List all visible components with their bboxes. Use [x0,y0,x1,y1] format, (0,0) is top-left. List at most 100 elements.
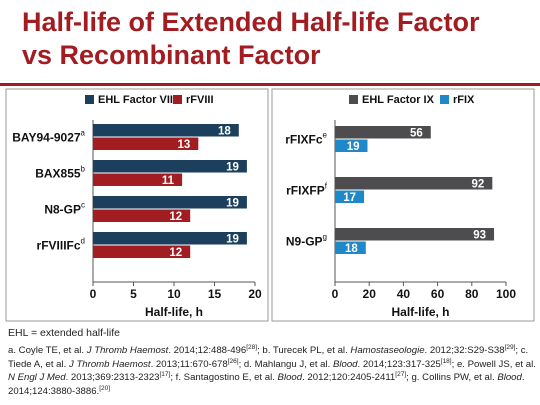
bar-fix-1-0 [335,177,493,190]
x-tick-label-fix-5: 100 [496,287,516,301]
ehl-footnote: EHL = extended half-life [8,327,120,339]
reference-1-citation: . 2012;32:S29-S38 [424,345,505,356]
bar-value-fviii-2-0: 19 [226,198,239,210]
reference-4-citation: . 2013;369:2313-2323 [65,372,160,384]
category-label-fix-0: rFIXFce [285,131,327,147]
x-tick-label-fviii-4: 20 [248,287,262,301]
bar-fviii-3-1 [93,245,191,258]
legend-swatch-fix-0 [349,95,358,104]
reference-3-citation: . 2014;123:317-325 [357,358,441,370]
reference-2-citation: . 2013;11:670-678 [150,358,228,370]
legend-label-fviii-0: EHL Factor VIII [98,94,176,106]
reference-5-separator: ; [406,372,412,384]
category-label-fviii-1: BAX855b [35,165,85,181]
reference-1-marker: [29] [504,343,516,351]
bar-fix-2-1 [335,241,366,254]
reference-6-citation: . 2014;124:3880-3886. [8,372,525,397]
bar-value-fix-1-0: 92 [472,179,485,191]
x-tick-label-fviii-1: 5 [130,287,137,301]
bar-value-fviii-3-1: 12 [169,247,182,259]
bar-value-fix-1-1: 17 [343,192,356,204]
bar-fix-0-1 [335,139,368,152]
bar-fix-2-0 [335,228,495,241]
bar-fviii-0-0 [93,124,239,137]
bar-fviii-3-0 [93,232,247,245]
bar-fviii-1-0 [93,160,247,173]
reference-4-separator: ; [170,372,176,384]
x-tick-label-fviii-3: 15 [208,287,222,301]
reference-6-journal: Blood [497,372,522,384]
category-label-fviii-3: rFVIIIFcd [37,237,85,253]
reference-1-authors: b. Turecek PL, et al. [262,345,351,356]
bar-fviii-1-1 [93,173,183,186]
reference-2-authors: c. Tiede A, et al. [8,345,529,370]
reference-0-separator: ; [257,345,263,356]
reference-1-journal: Hamostaseologie [350,345,425,356]
legend-swatch-fviii-0 [85,95,94,104]
x-tick-label-fix-1: 20 [363,287,377,301]
chart-fix: EHL Factor IX rFIX 0 20 40 60 80 100 Half-life, … [285,94,516,319]
reference-3-authors: d. Mahlangu J, et al. [243,358,333,370]
bar-value-fix-0-0: 56 [410,128,423,140]
category-label-fviii-2: N8-GPc [44,201,85,217]
title-line-2: vs Recombinant Factor [22,40,321,70]
reference-6-authors: g. Collins PW, et al. [411,372,498,384]
reference-5-authors: f. Santagostino E, et al. [175,372,278,384]
legend-label-fix-0: EHL Factor IX [362,94,435,106]
bar-fviii-2-0 [93,196,247,209]
reference-4-marker: [17] [159,371,171,378]
legend-swatch-fviii-1 [173,95,182,104]
legend-swatch-fix-1 [440,95,449,104]
bar-value-fix-0-1: 19 [347,141,360,153]
chart-fviii: EHL Factor VIII rFVIII 0 5 10 15 20 Half-life, … [12,94,262,319]
reference-2-journal: J Thromb Haemost [68,358,151,370]
reference-3-journal: Blood [332,358,358,370]
reference-2-separator: ; [238,358,244,370]
reference-3-marker: [18] [440,357,452,365]
bar-fix-0-0 [335,126,431,139]
category-label-fviii-0: BAY94-9027a [12,129,85,145]
bar-fix-1-1 [335,190,365,203]
bar-value-fviii-2-1: 12 [169,211,182,223]
x-tick-label-fviii-0: 0 [90,287,97,301]
charts-canvas: EHL Factor VIII rFVIII 0 5 10 15 20 Half-life, … [5,88,535,322]
reference-2-marker: [26] [227,357,239,365]
x-tick-label-fix-0: 0 [332,287,339,301]
panel-frame-fix [271,88,535,322]
category-label-fix-1: rFIXFPf [286,182,328,198]
x-tick-label-fix-4: 80 [465,287,479,301]
reference-0-journal: J Thromb Haemost [86,345,169,356]
bar-value-fviii-0-0: 18 [218,126,231,138]
title-underline [0,83,540,86]
reference-5-citation: . 2012;120:2405-2411 [302,372,396,384]
x-axis-label-fviii: Half-life, h [145,305,203,319]
legend-label-fviii-1: rFVIII [186,94,214,106]
bar-value-fviii-0-1: 13 [178,139,191,151]
x-axis-label-fix: Half-life, h [391,305,449,319]
references: a. Coyle TE, et al. J Thromb Haemost. 20… [8,344,536,398]
bar-value-fviii-3-0: 19 [226,234,239,246]
bar-value-fix-2-1: 18 [345,243,358,255]
reference-0-citation: . 2014;12:488-496 [168,345,247,356]
category-label-fix-2: N9-GPg [286,233,327,249]
reference-3-separator: ; [451,358,457,370]
bar-value-fviii-1-1: 11 [162,175,175,187]
reference-4-authors: e. Powell JS, et al. [456,358,536,370]
reference-1-separator: ; [515,345,521,356]
bar-value-fix-2-0: 93 [473,230,486,242]
title-line-1: Half-life of Extended Half-life Factor [22,7,480,37]
legend-label-fix-1: rFIX [453,94,475,106]
x-tick-label-fix-2: 40 [397,287,411,301]
reference-6-marker: [20] [99,384,111,392]
bar-value-fviii-1-0: 19 [226,162,239,174]
reference-4-journal: N Engl J Med [8,372,66,384]
x-tick-label-fviii-2: 10 [167,287,181,301]
reference-5-journal: Blood [277,372,303,384]
reference-0-marker: [28] [246,343,258,351]
panel-frame-fviii [5,88,269,322]
reference-0-authors: a. Coyle TE, et al. [8,345,87,356]
bar-fviii-0-1 [93,137,199,150]
reference-5-marker: [27] [395,371,407,378]
slide-title: Half-life of Extended Half-life Factor v… [22,6,522,72]
x-tick-label-fix-3: 60 [431,287,445,301]
